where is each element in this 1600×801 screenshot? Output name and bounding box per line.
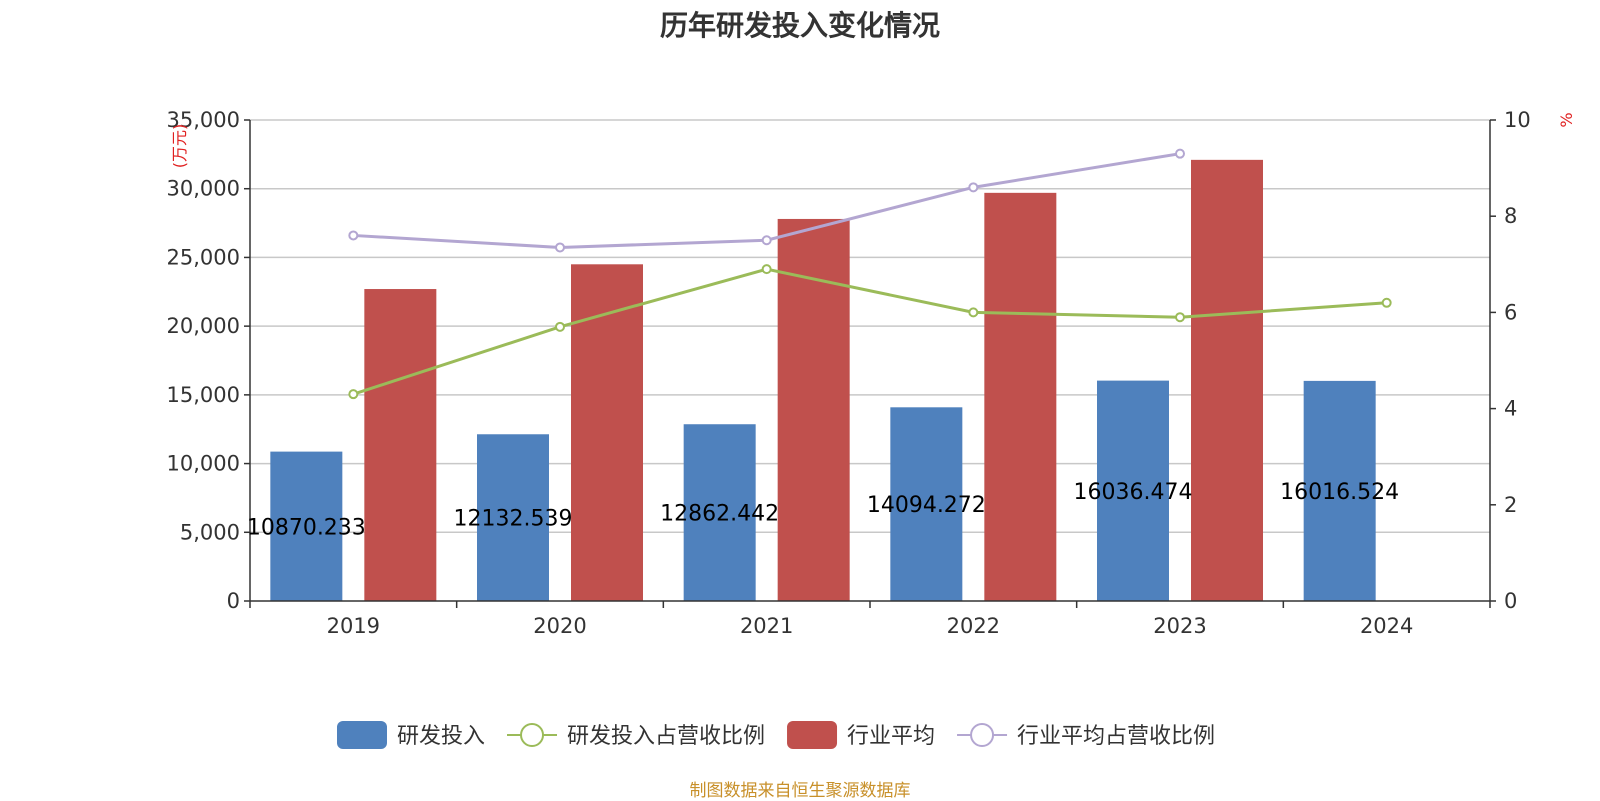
bar-研发投入-2020	[477, 434, 549, 601]
grid-lines	[250, 119, 1490, 534]
chart-title: 历年研发投入变化情况	[659, 9, 940, 42]
point-研发投入占营收比例	[968, 307, 979, 318]
data-label: 14094.272	[867, 493, 986, 518]
data-label: 16036.474	[1074, 480, 1193, 505]
x-axis-tick-label: 2023	[1153, 614, 1206, 638]
source-note: 制图数据来自恒生聚源数据库	[689, 781, 911, 801]
legend-label: 行业平均	[847, 724, 935, 749]
point-研发投入占营收比例	[348, 389, 359, 400]
legend-item-研发投入占营收比例: 研发投入占营收比例	[507, 723, 765, 749]
data-label: 12132.539	[454, 507, 573, 532]
left-axis-tick-label: 25,000	[167, 245, 240, 269]
right-axis-tick-label: 10	[1504, 108, 1531, 132]
x-axis-tick-label: 2022	[947, 614, 1000, 638]
right-axis-tick-label: 4	[1504, 397, 1517, 421]
x-axis-tick-label: 2019	[327, 614, 380, 638]
data-label: 12862.442	[660, 502, 779, 527]
bar-研发投入-2019	[270, 451, 343, 601]
point-行业平均占营收比例	[1175, 148, 1185, 159]
legend-label: 行业平均占营收比例	[1017, 724, 1215, 749]
right-axis-tick-label: 2	[1504, 493, 1517, 517]
bar-研发投入-2023	[1097, 380, 1169, 601]
left-axis-tick-label: 30,000	[167, 177, 240, 201]
left-axis-tick-label: 20,000	[167, 314, 240, 338]
point-研发投入占营收比例	[1175, 312, 1185, 323]
left-axis-tick-label: 5,000	[180, 520, 240, 544]
legend-item-研发投入: 研发投入	[337, 721, 485, 749]
right-axis-tick-label: 8	[1504, 204, 1517, 228]
left-axis-tick-label: 35,000	[167, 108, 240, 132]
left-axis-unit: (万元)	[170, 124, 189, 169]
legend-swatch	[337, 721, 387, 749]
point-行业平均占营收比例	[761, 235, 772, 246]
line-研发投入占营收比例	[352, 267, 1387, 396]
right-axis-tick-label: 0	[1504, 589, 1517, 613]
point-行业平均占营收比例	[348, 230, 359, 241]
data-labels: 10870.233 12132.539 12862.442 14094.272 1603…	[247, 480, 1399, 540]
legend-swatch-marker	[520, 723, 545, 747]
left-axis-tick-label: 10,000	[167, 452, 240, 476]
axes: 0 5,000 10,000 15,000 20,000 25,000 30,000 35,0…	[167, 108, 1576, 638]
legend: 研发投入 研发投入占营收比例 行业平均 行业平均占营收比例	[337, 721, 1215, 749]
data-label: 10870.233	[247, 515, 366, 540]
x-axis-tick-label: 2021	[740, 614, 793, 638]
point-行业平均占营收比例	[968, 182, 979, 193]
bar-行业平均-2022	[984, 192, 1057, 601]
x-axis-tick-label: 2020	[533, 614, 586, 638]
legend-item-行业平均: 行业平均	[787, 721, 935, 749]
legend-label: 研发投入占营收比例	[567, 724, 765, 749]
point-行业平均占营收比例	[555, 242, 565, 253]
x-axis-tick-label: 2024	[1360, 614, 1413, 638]
point-研发投入占营收比例	[555, 321, 565, 332]
line-series	[348, 148, 1392, 400]
bar-研发投入-2022	[890, 407, 963, 601]
legend-label: 研发投入	[397, 724, 485, 749]
data-label: 16016.524	[1280, 480, 1399, 505]
legend-swatch	[787, 721, 838, 749]
bar-研发投入-2024	[1303, 380, 1376, 601]
bar-行业平均-2019	[364, 289, 437, 601]
left-axis-tick-label: 15,000	[167, 383, 240, 407]
left-axis-tick-label: 0	[227, 589, 240, 613]
bar-研发投入-2021	[683, 424, 756, 601]
right-axis-tick-label: 6	[1504, 300, 1517, 324]
legend-swatch-marker	[970, 723, 995, 747]
point-研发投入占营收比例	[1381, 297, 1392, 308]
right-axis-unit: %	[1557, 112, 1576, 127]
point-研发投入占营收比例	[761, 264, 772, 275]
bar-行业平均-2021	[777, 218, 850, 601]
bar-行业平均-2023	[1191, 159, 1263, 601]
bar-series	[270, 159, 1376, 601]
legend-item-行业平均占营收比例: 行业平均占营收比例	[957, 723, 1215, 749]
